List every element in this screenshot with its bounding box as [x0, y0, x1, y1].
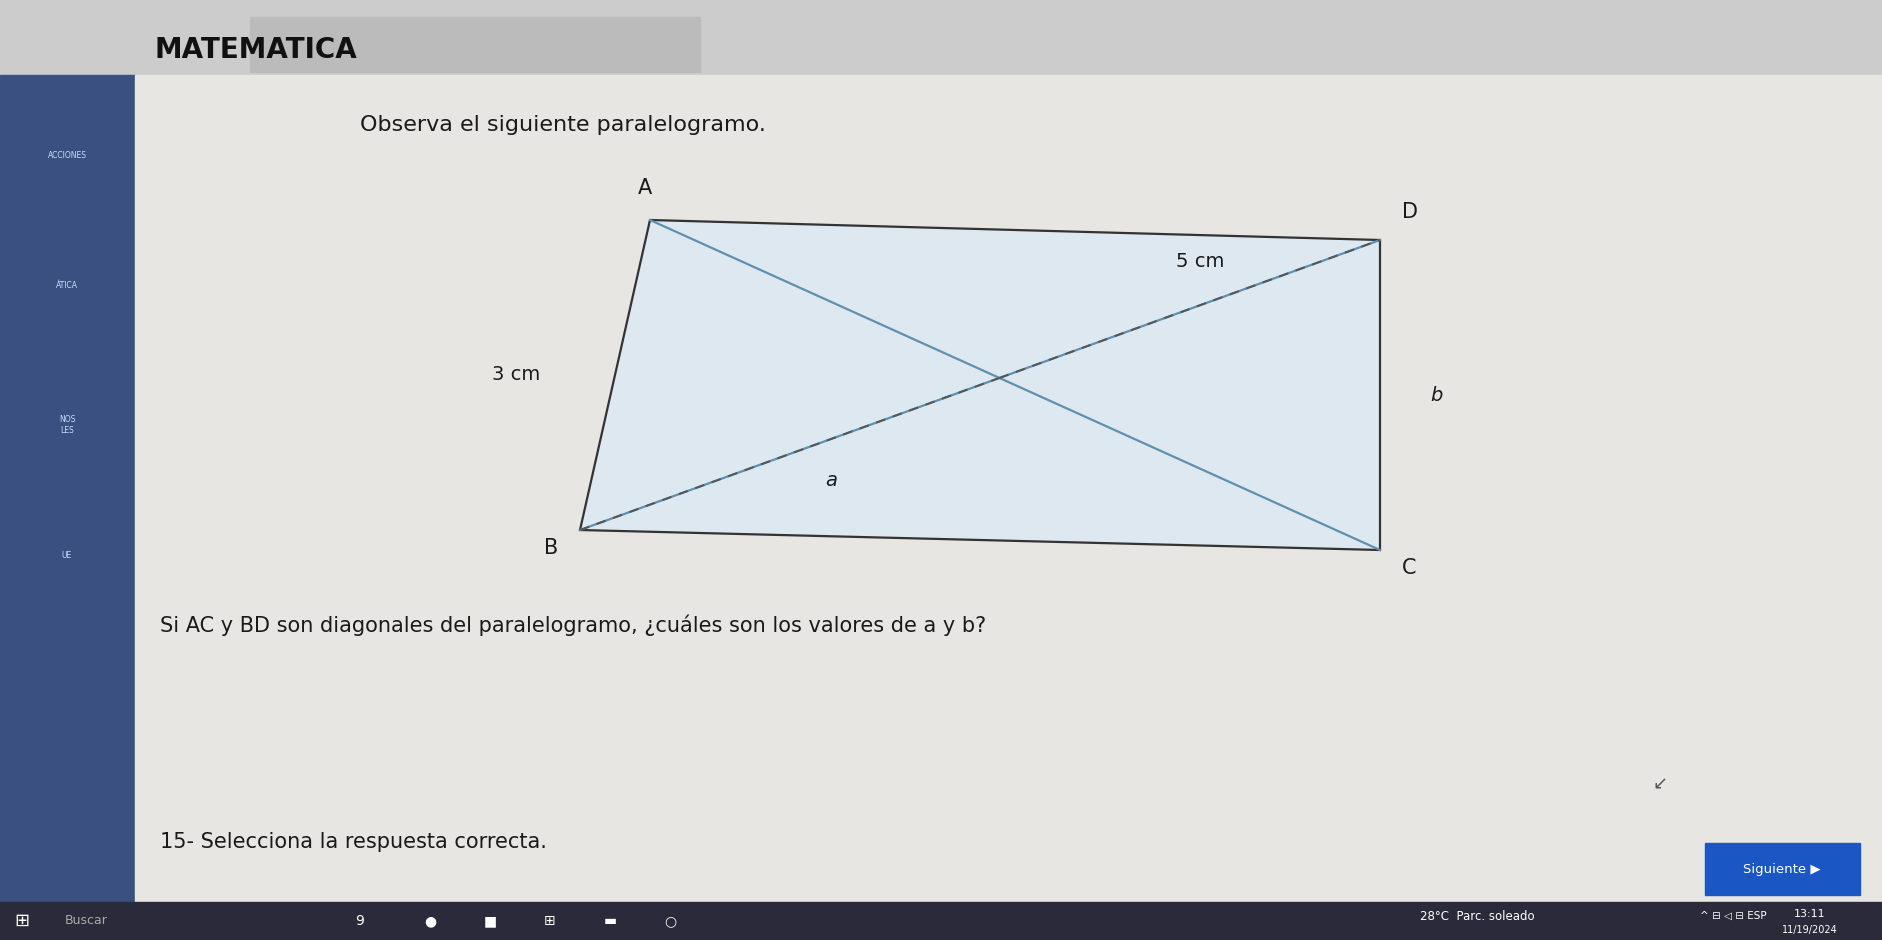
Text: 11/19/2024: 11/19/2024	[1780, 925, 1837, 935]
Text: 9: 9	[356, 914, 365, 928]
Text: Si AC y BD son diagonales del paralelogramo, ¿cuáles son los valores de a y b?: Si AC y BD son diagonales del paralelogr…	[160, 614, 986, 635]
Text: ↙: ↙	[1652, 776, 1667, 794]
Bar	[250, 17, 700, 72]
Text: 3 cm: 3 cm	[491, 366, 540, 384]
Text: 28°C  Parc. soleado: 28°C Parc. soleado	[1419, 911, 1534, 923]
Text: A: A	[638, 178, 651, 198]
Text: MATEMATICA: MATEMATICA	[154, 36, 358, 64]
Bar	[0, 75, 136, 902]
Text: B: B	[544, 538, 557, 558]
Bar	[1703, 843, 1859, 895]
Bar	[136, 75, 1882, 902]
Text: 15- Selecciona la respuesta correcta.: 15- Selecciona la respuesta correcta.	[160, 832, 546, 852]
Text: 5 cm: 5 cm	[1174, 252, 1223, 271]
Text: ▬: ▬	[602, 914, 615, 928]
Text: Siguiente ▶: Siguiente ▶	[1743, 863, 1820, 875]
Text: Observa el siguiente paralelogramo.: Observa el siguiente paralelogramo.	[359, 115, 766, 135]
Text: 13:11: 13:11	[1794, 909, 1826, 919]
Polygon shape	[580, 220, 1380, 550]
Text: ■: ■	[484, 914, 497, 928]
Text: ●: ●	[423, 914, 437, 928]
Text: ACCIONES: ACCIONES	[47, 150, 87, 160]
Text: Buscar: Buscar	[66, 915, 107, 928]
Text: NOS
LES: NOS LES	[58, 415, 75, 434]
Text: b: b	[1428, 385, 1442, 404]
Bar	[0, 0, 1882, 75]
Text: ⊞: ⊞	[15, 912, 30, 930]
Text: ÁTICA: ÁTICA	[56, 280, 77, 290]
Text: D: D	[1402, 202, 1417, 222]
Text: UE: UE	[62, 551, 72, 559]
Text: ⊞: ⊞	[544, 914, 555, 928]
Text: C: C	[1402, 558, 1415, 578]
Bar	[0, 902, 1882, 940]
Text: ○: ○	[664, 914, 676, 928]
Text: a: a	[824, 471, 837, 490]
Text: ^ ⊟ ◁ ⊟ ESP: ^ ⊟ ◁ ⊟ ESP	[1699, 911, 1765, 921]
